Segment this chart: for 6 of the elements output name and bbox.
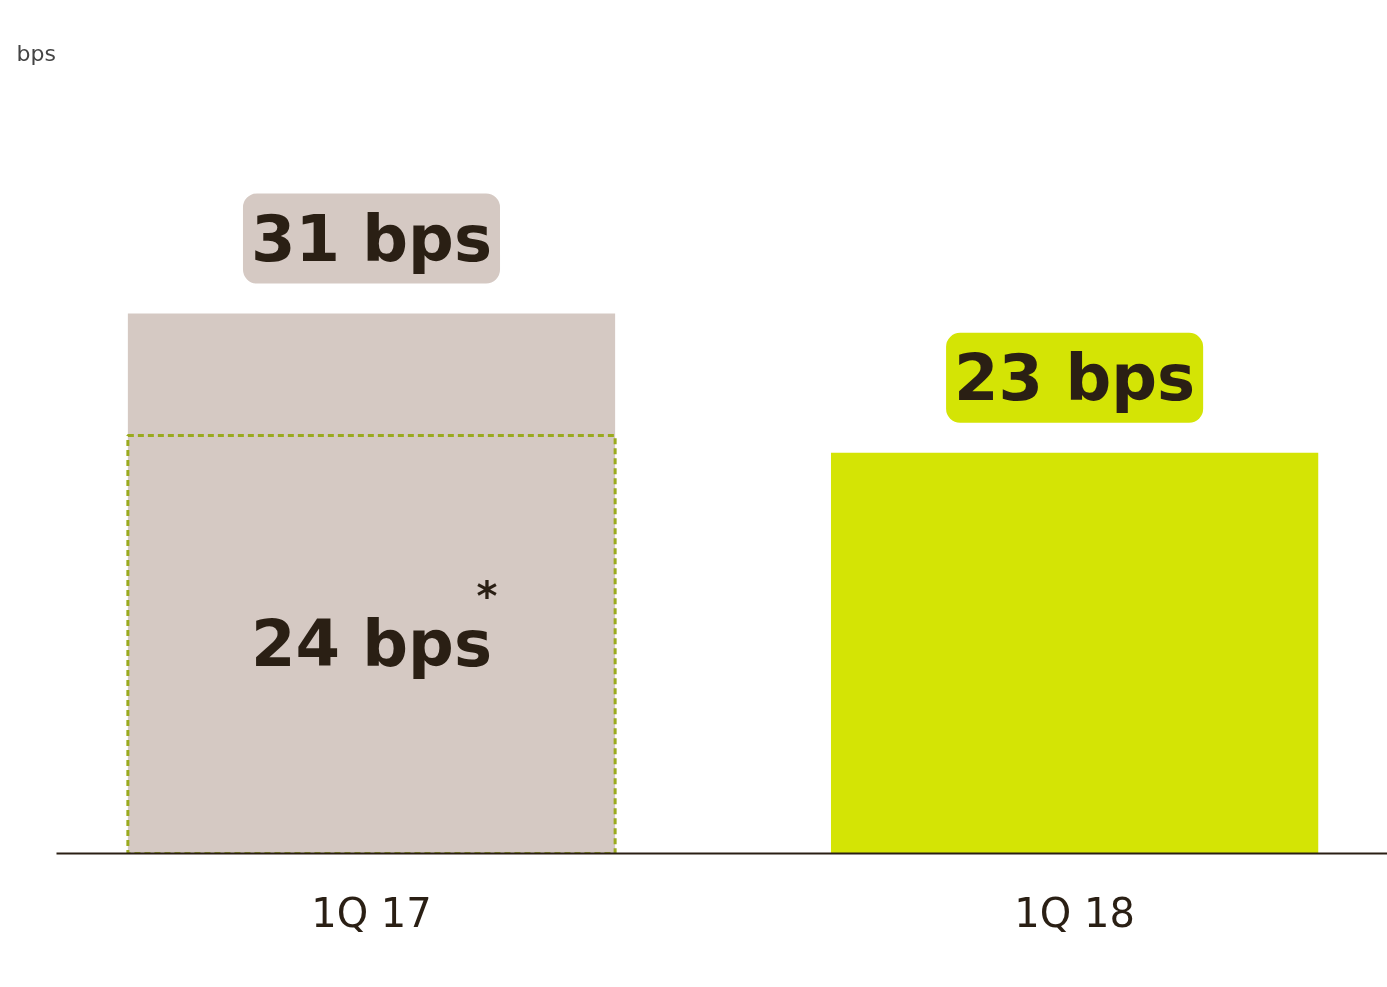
text: bps xyxy=(16,40,56,66)
x-tick-label: 1Q 18 xyxy=(1014,889,1135,936)
data-label: 31 bps xyxy=(250,201,493,276)
data-label: 24 bps* xyxy=(250,573,498,682)
x-tick-label: 1Q 17 xyxy=(311,889,432,936)
data-label: 23 bps xyxy=(954,340,1196,415)
